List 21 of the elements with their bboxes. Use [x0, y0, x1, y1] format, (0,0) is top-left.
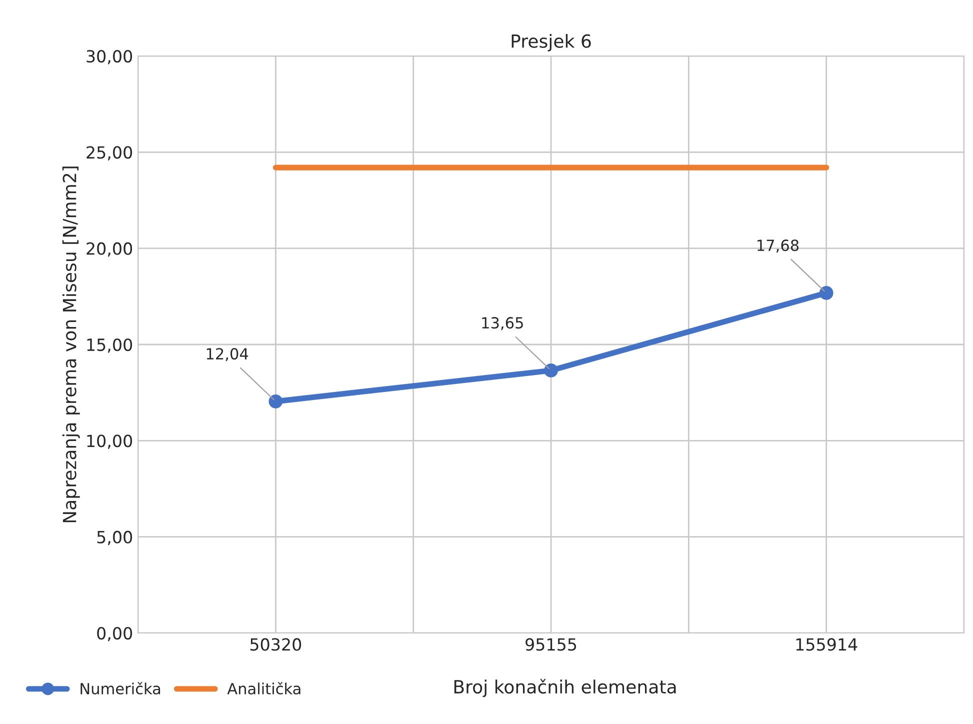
x-tick-label: 155914: [796, 638, 858, 651]
point: [819, 286, 834, 300]
x-axis-title: Broj konačnih elemenata: [454, 678, 676, 698]
y-tick-label: 0,00: [97, 626, 132, 642]
legend-label: Analitička: [227, 682, 300, 694]
y-tick-label: 20,00: [86, 242, 132, 257]
x-tick-label: 95155: [526, 638, 576, 651]
y-tick-label: 5,00: [97, 530, 132, 546]
chart-title: Presjek 6: [512, 34, 591, 52]
x-tick-label: 50320: [250, 638, 302, 651]
point: [544, 364, 558, 378]
point: [268, 394, 283, 408]
y-tick-label: 10,00: [87, 434, 132, 449]
data-label: 17,68: [758, 240, 799, 253]
y-tick-label: 15,00: [87, 338, 132, 353]
y-axis-title: Naprezanja prema von Misesu [N/mm2]: [62, 166, 80, 522]
y-tick-label: 25,00: [86, 146, 132, 160]
data-label: 12,04: [206, 348, 248, 362]
legend-label: Numerička: [80, 682, 160, 694]
y-tick-label: 30,00: [86, 50, 132, 64]
data-label: 13,65: [482, 317, 523, 330]
